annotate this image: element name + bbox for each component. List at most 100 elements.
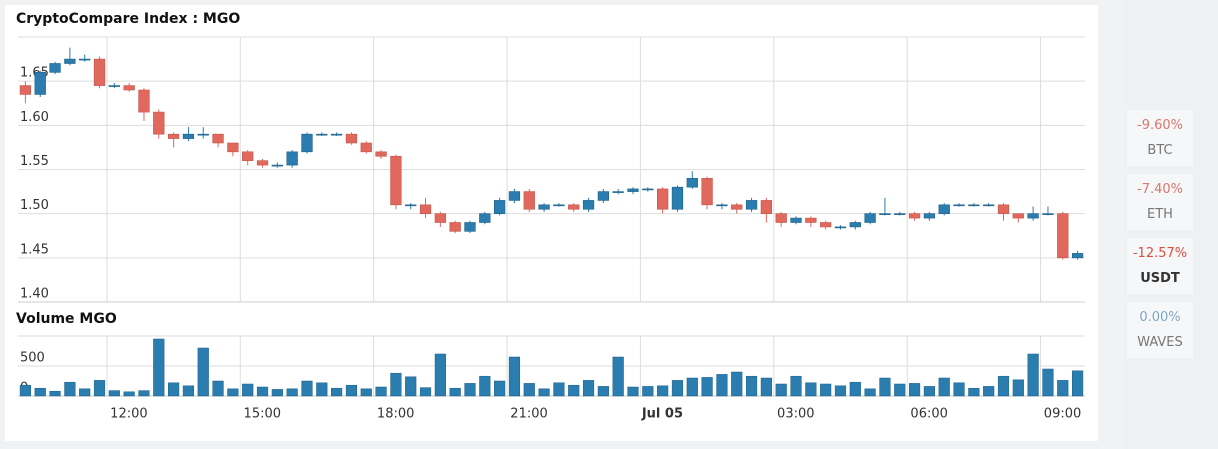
- candle-body: [64, 58, 76, 64]
- chart-title: CryptoCompare Index : MGO: [16, 11, 240, 27]
- y-tick-label: 1.45: [20, 242, 49, 257]
- volume-bar: [953, 382, 965, 397]
- volume-bar: [138, 390, 150, 397]
- candle-body: [938, 204, 950, 214]
- volume-bar: [671, 380, 684, 397]
- volume-bar: [745, 375, 758, 397]
- volume-bar: [657, 385, 669, 397]
- volume-bar: [997, 375, 1010, 397]
- market-item[interactable]: 0.00% WAVES: [1127, 302, 1193, 358]
- volume-bar: [434, 353, 446, 397]
- candle-body: [864, 213, 876, 223]
- candle-body: [820, 222, 832, 228]
- candle-body: [405, 204, 417, 207]
- candle-body: [256, 160, 269, 166]
- candle-body: [197, 133, 209, 136]
- candle-body: [568, 204, 580, 210]
- candle-body: [1012, 213, 1024, 219]
- candle-body: [879, 213, 891, 215]
- volume-bar: [168, 382, 180, 397]
- market-item[interactable]: -9.60% BTC: [1127, 110, 1193, 166]
- candle-body: [983, 204, 995, 207]
- volume-bar: [49, 390, 61, 397]
- candle-body: [301, 133, 313, 153]
- candle-body: [1071, 253, 1084, 259]
- candle-body: [212, 133, 224, 144]
- volume-bar: [286, 388, 298, 397]
- candle-body: [760, 200, 773, 214]
- candle-body: [716, 204, 728, 207]
- candle-body: [345, 133, 358, 144]
- volume-bar: [597, 386, 609, 397]
- volume-bar: [523, 383, 535, 397]
- candle-body: [1027, 213, 1039, 219]
- volume-bar: [242, 383, 254, 397]
- candle-body: [108, 85, 120, 87]
- candle-body: [508, 191, 521, 201]
- volume-bar: [182, 385, 195, 397]
- volume-bar: [775, 383, 787, 397]
- volume-bar: [968, 387, 980, 397]
- volume-bar: [731, 371, 743, 397]
- candle-body: [1042, 213, 1054, 215]
- x-tick-label: Jul 05: [641, 407, 683, 422]
- chart-card: [5, 5, 1098, 441]
- x-tick-label: 09:00: [1044, 407, 1081, 422]
- volume-bar: [301, 380, 313, 397]
- candle-body: [34, 72, 46, 95]
- x-tick-label: 03:00: [777, 407, 814, 422]
- candle-body: [390, 155, 402, 206]
- volume-bar: [316, 382, 328, 397]
- volume-bar: [345, 384, 358, 397]
- candle-body: [138, 89, 150, 113]
- volume-bar: [612, 356, 624, 397]
- volume-bar: [790, 375, 802, 397]
- volume-bar: [108, 390, 120, 397]
- candle-body: [612, 191, 624, 193]
- candle-body: [464, 222, 476, 232]
- volume-bar: [716, 374, 728, 397]
- volume-bar: [271, 389, 283, 397]
- candle-body: [419, 204, 432, 214]
- volume-bar: [464, 383, 476, 397]
- candle-body: [330, 133, 343, 136]
- volume-bar: [894, 383, 906, 397]
- volume-bar: [331, 387, 343, 397]
- market-sidebar: -9.60% BTC -7.40% ETH -12.57% USDT 0.00% WAVES: [1125, 0, 1218, 449]
- market-name: ETH: [1147, 207, 1173, 222]
- candle-body: [627, 188, 639, 192]
- volume-bar: [1057, 380, 1069, 397]
- candle-body: [686, 178, 698, 188]
- candle-body: [671, 186, 684, 210]
- volume-bar: [1042, 368, 1054, 397]
- market-item[interactable]: -12.57% USDT: [1127, 238, 1193, 294]
- y-tick-label: 1.60: [20, 110, 49, 125]
- volume-bar: [820, 383, 832, 397]
- candle-body: [493, 200, 506, 214]
- candle-body: [523, 191, 535, 210]
- volume-bar: [834, 385, 847, 397]
- x-tick-label: 21:00: [510, 407, 547, 422]
- volume-bar: [19, 384, 31, 397]
- candle-body: [123, 85, 135, 91]
- volume-bar: [375, 386, 387, 397]
- market-item[interactable]: -7.40% ETH: [1127, 174, 1193, 230]
- candle-body: [375, 151, 387, 157]
- candle-body: [182, 133, 195, 139]
- x-tick-label: 18:00: [377, 407, 414, 422]
- volume-bar: [538, 388, 550, 397]
- volume-title: Volume MGO: [16, 311, 117, 327]
- volume-bar: [1072, 370, 1084, 397]
- candle-body: [227, 142, 239, 153]
- candle-body: [434, 213, 446, 223]
- volume-bar: [983, 386, 995, 397]
- candle-body: [908, 213, 921, 219]
- market-change: -9.60%: [1137, 118, 1183, 133]
- candle-body: [745, 200, 758, 210]
- y-tick-label: 500: [20, 351, 45, 366]
- market-change: 0.00%: [1139, 310, 1181, 325]
- volume-bar: [212, 380, 224, 397]
- market-change: -7.40%: [1137, 182, 1183, 197]
- candle-body: [167, 133, 180, 139]
